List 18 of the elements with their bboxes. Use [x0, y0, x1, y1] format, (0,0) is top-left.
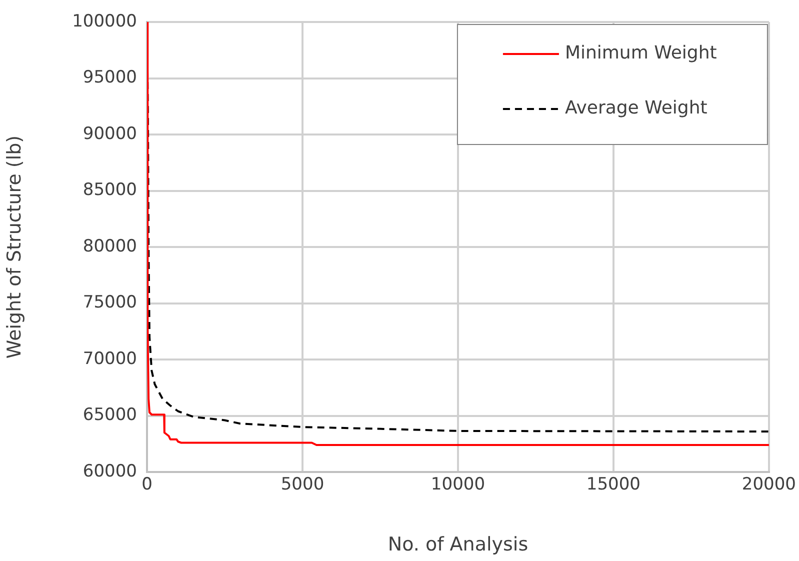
x-tick-label: 20000 — [742, 474, 796, 495]
y-tick-label: 65000 — [82, 405, 137, 426]
legend-label: Minimum Weight — [564, 42, 717, 64]
x-tick-label: 15000 — [586, 474, 641, 495]
y-tick-label: 90000 — [82, 124, 137, 144]
y-tick-label: 70000 — [82, 348, 137, 369]
x-tick-label: 5000 — [280, 474, 324, 495]
y-axis-title: Weight of Structure (lb) — [3, 135, 26, 359]
x-tick-label: 0 — [142, 474, 152, 495]
y-tick-label: 80000 — [82, 236, 137, 256]
x-tick-label: 10000 — [430, 474, 486, 495]
y-tick-label: 100000 — [72, 11, 137, 32]
legend-label: Average Weight — [564, 98, 708, 119]
y-tick-label: 95000 — [82, 68, 137, 88]
x-axis-title: No. of Analysis — [388, 534, 528, 556]
y-tick-label: 60000 — [82, 461, 137, 482]
y-tick-label: 75000 — [82, 292, 137, 313]
y-tick-label: 85000 — [82, 180, 137, 200]
